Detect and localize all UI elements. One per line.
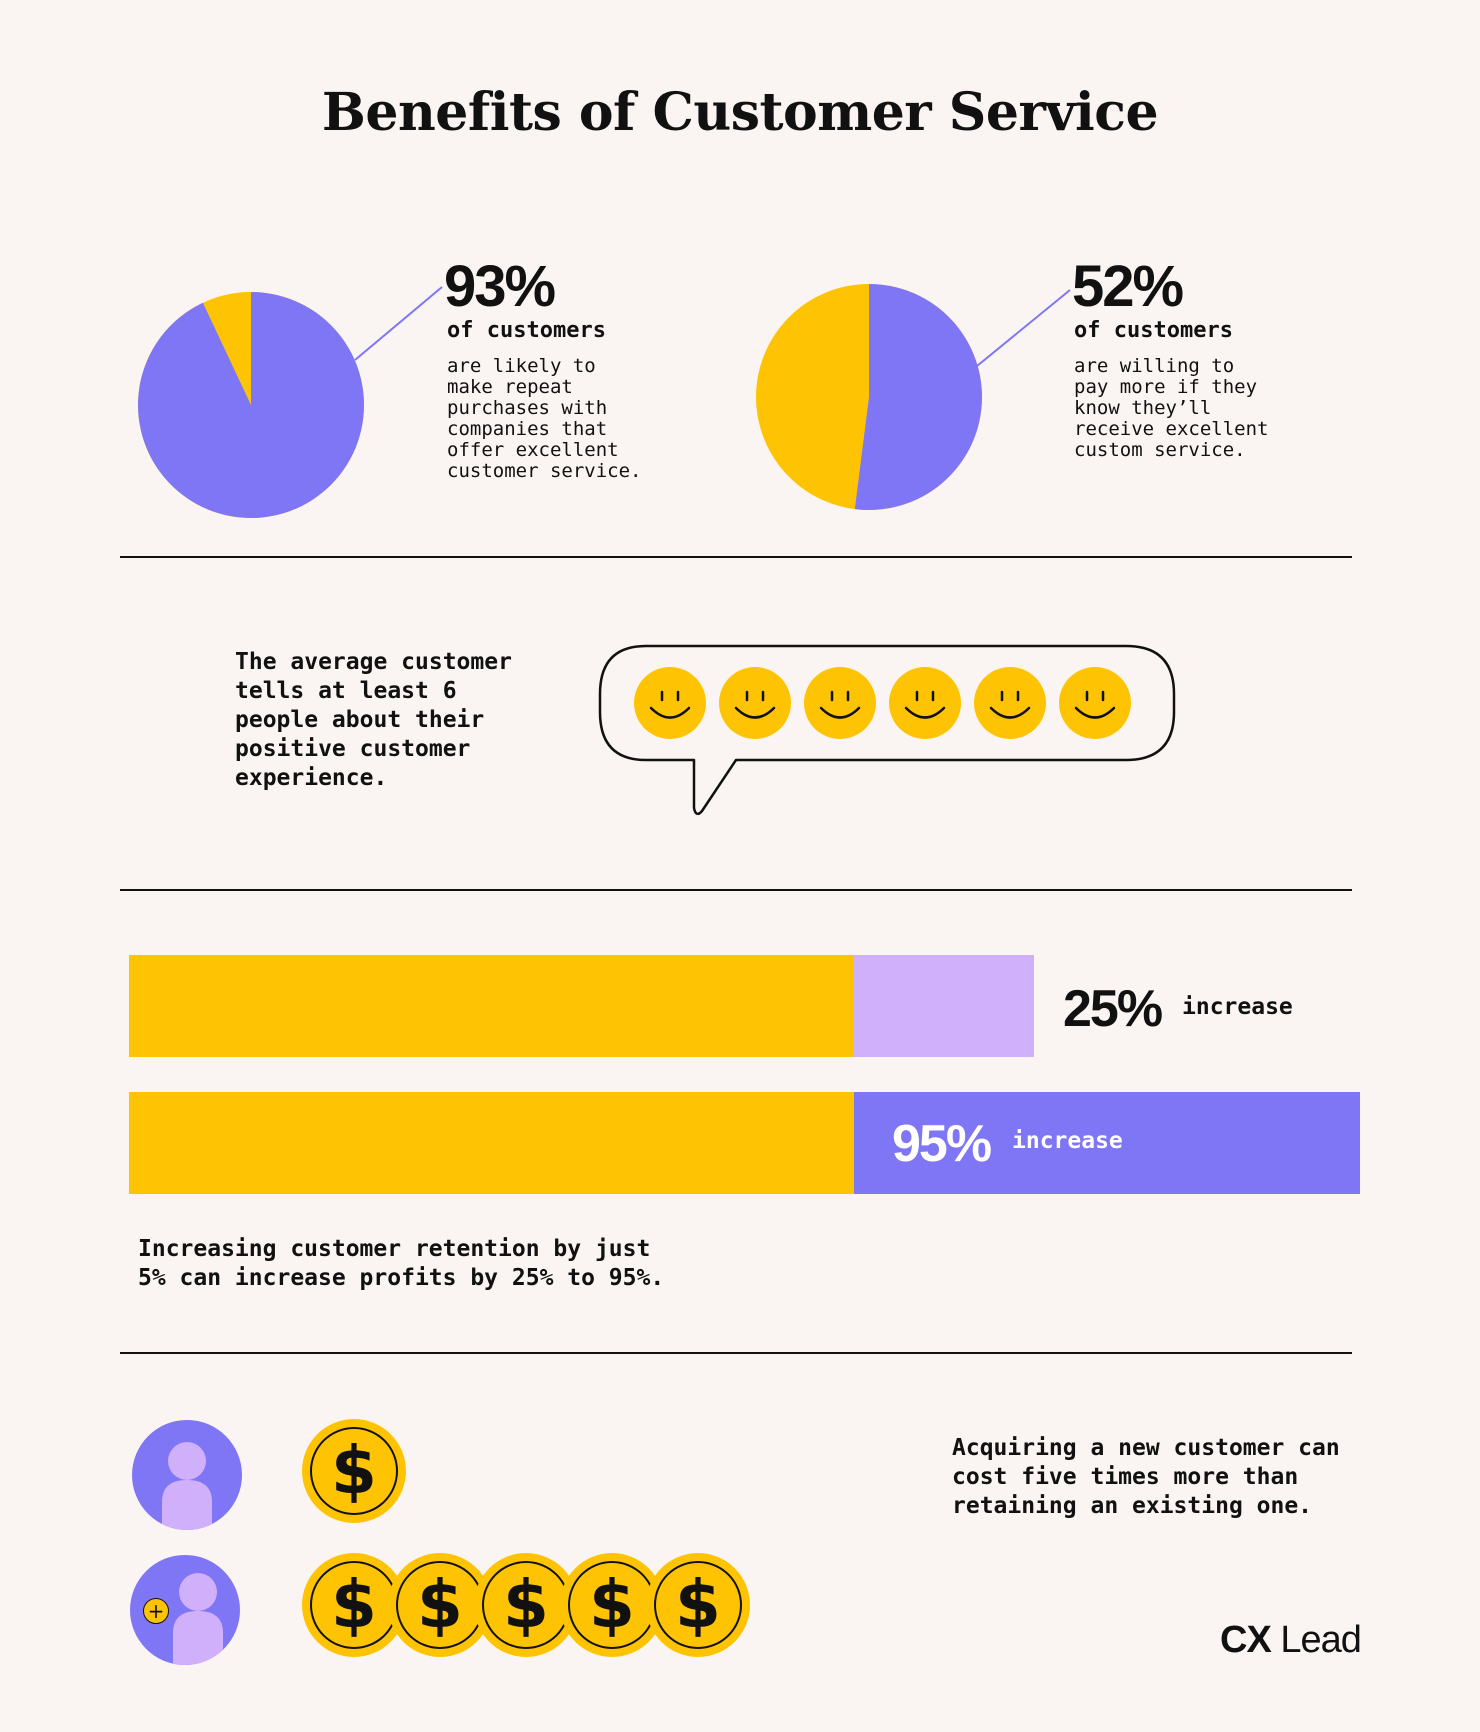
pie-callout-line-52 [976,289,1071,367]
speech-bubble [598,644,1176,816]
section-divider [120,1352,1352,1354]
dollar-sign: $ [482,1561,570,1649]
pie-callout-line-93 [354,286,443,361]
retention-percent-95: 95% [892,1115,992,1173]
retention-bar-base [129,955,853,1057]
stat-percent-93: 93% [444,254,556,319]
pie-chart-52 [756,284,983,510]
dollar-sign: $ [654,1561,742,1649]
cx-lead-logo: CX Lead [1220,1619,1362,1661]
smiley-face-icon [1059,667,1131,739]
retention-label-25: increase [1182,994,1293,1020]
stat-description-52: are willing to pay more if they know the… [1074,355,1269,461]
retention-percent-25: 25% [1063,980,1163,1038]
plus-badge-icon: + [143,1598,169,1624]
stat-description-93: are likely to make repeat purchases with… [447,355,642,482]
dollar-coin-icon: $ [646,1553,750,1657]
retention-bar-25-increase [853,955,1034,1057]
stat-percent-52: 52% [1072,254,1184,319]
smiley-face-icon [719,667,791,739]
pie-52-value-slice [854,284,983,510]
dollar-coin-icon: $ [302,1419,406,1523]
person-icon [173,1573,223,1665]
section-divider [120,889,1352,891]
smiley-face-icon [634,667,706,739]
acquisition-text: Acquiring a new customer can cost five t… [952,1435,1340,1519]
dollar-coin-icon: $ [388,1553,492,1657]
word-of-mouth-text: The average customer tells at least 6 pe… [235,649,512,791]
pie-93-value-slice [138,292,365,518]
retention-bar-95-increase [854,1092,1360,1194]
smiley-face-icon [804,667,876,739]
dollar-sign: $ [568,1561,656,1649]
dollar-sign: $ [396,1561,484,1649]
retention-bar-base [129,1092,854,1194]
new-customer-avatar: + [130,1555,240,1665]
dollar-coin-icon: $ [302,1553,406,1657]
existing-customer-avatar [132,1420,242,1530]
section-divider [120,556,1352,558]
smiley-face-icon [889,667,961,739]
retention-label-95: increase [1012,1128,1123,1154]
stat-subtitle-52: of customers [1074,318,1233,343]
stat-subtitle-93: of customers [447,318,606,343]
pie-charts [138,284,1071,518]
page-title: Benefits of Customer Service [321,82,1159,143]
retention-text: Increasing customer retention by just 5%… [138,1236,665,1291]
dollar-sign: $ [310,1427,398,1515]
smiley-face-icon [974,667,1046,739]
person-icon [162,1442,212,1530]
dollar-sign: $ [310,1561,398,1649]
pie-chart-93 [138,292,365,518]
